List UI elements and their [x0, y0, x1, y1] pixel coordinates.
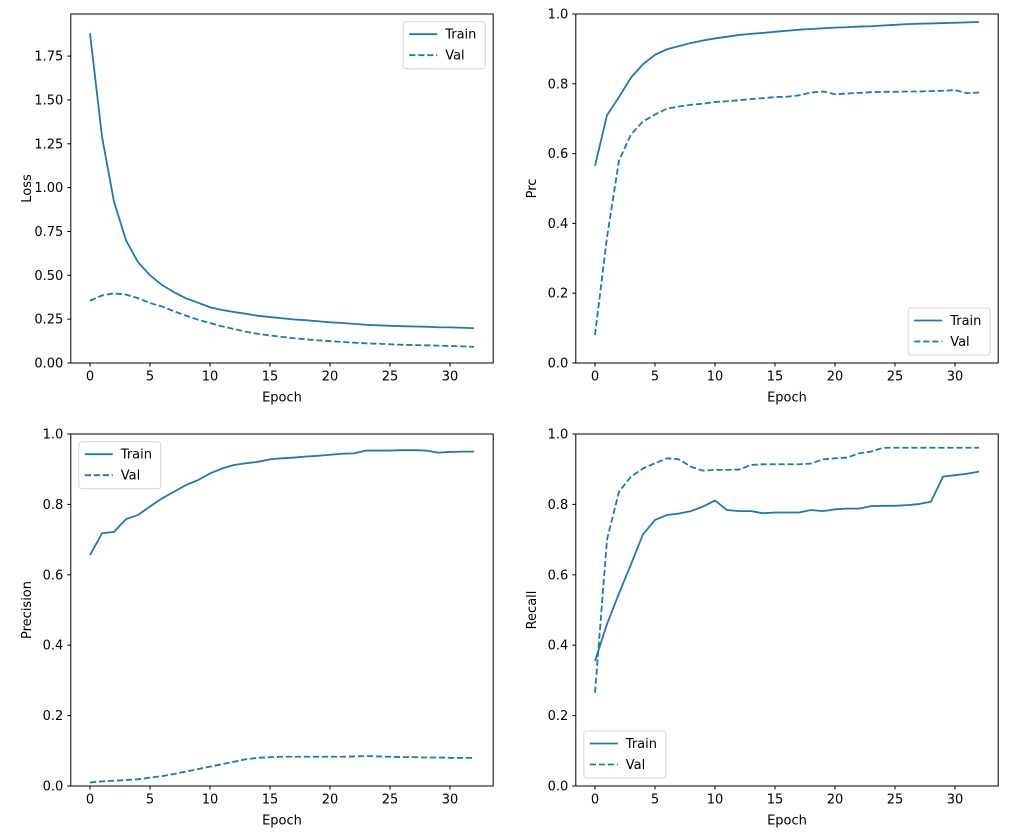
precision-xtick-label: 30 [442, 793, 459, 808]
loss-ytick-label: 1.75 [34, 50, 63, 65]
prc-legend-train-label: Train [949, 314, 981, 329]
loss-ylabel: Loss [20, 174, 35, 203]
precision-xtick-label: 10 [202, 793, 219, 808]
precision-ylabel: Precision [20, 581, 35, 639]
prc-axes-spines [575, 13, 999, 364]
prc-ytick-label: 0.6 [548, 147, 569, 162]
subplot-prc: 0 5 10 15 20 25 30 0.0 0.2 0.4 0.6 0.8 1.0 Epoch Prc Tr… [525, 8, 999, 406]
recall-xtick-label: 20 [827, 793, 844, 808]
prc-ytick-label: 1.0 [548, 8, 569, 23]
precision-xtick-label: 20 [322, 793, 339, 808]
prc-ytick-label: 0.2 [548, 287, 569, 302]
loss-train-line [89, 33, 475, 330]
precision-xlabel: Epoch [262, 814, 302, 829]
prc-xlabel: Epoch [767, 391, 807, 406]
recall-axes-spines [575, 433, 999, 787]
recall-ytick-label: 0.4 [548, 639, 569, 654]
prc-xtick-label: 10 [707, 370, 724, 385]
recall-xtick-label: 15 [767, 793, 784, 808]
prc-ylabel: Prc [525, 179, 540, 199]
loss-legend: Train Val [402, 21, 486, 70]
prc-xtick-label: 5 [651, 370, 659, 385]
recall-legend-train-label: Train [625, 737, 657, 752]
loss-xlabel: Epoch [262, 391, 302, 406]
recall-val-line [594, 446, 979, 693]
loss-xtick-label: 20 [322, 370, 339, 385]
loss-xtick-label: 30 [442, 370, 459, 385]
loss-ytick-label: 1.50 [34, 93, 63, 108]
prc-xtick-label: 0 [591, 370, 599, 385]
recall-ytick-label: 0.8 [548, 498, 569, 513]
prc-xtick-label: 15 [767, 370, 784, 385]
precision-train-line [89, 449, 474, 556]
precision-legend-train-label: Train [120, 448, 152, 463]
precision-ytick-label: 0.0 [43, 780, 64, 795]
precision-xtick-label: 0 [86, 793, 94, 808]
precision-ytick-label: 0.4 [43, 639, 64, 654]
recall-ytick-label: 0.0 [548, 780, 569, 795]
precision-xtick-label: 5 [146, 793, 154, 808]
loss-xtick-label: 5 [146, 370, 154, 385]
subplot-precision: 0 5 10 15 20 25 30 0.0 0.2 0.4 0.6 0.8 1.0 Epoch Preci… [20, 428, 494, 829]
recall-xtick-label: 5 [651, 793, 659, 808]
loss-ytick-label: 0.00 [34, 357, 63, 372]
subplot-loss: 0 5 10 15 20 25 30 0.00 0.25 0.50 0.75 1.00 1.25 1.50… [20, 13, 494, 406]
loss-ytick-label: 0.75 [34, 225, 63, 240]
loss-ytick-label: 0.50 [34, 269, 63, 284]
subplot-recall: 0 5 10 15 20 25 30 0.0 0.2 0.4 0.6 0.8 1.0 Epoch Recal… [525, 428, 999, 829]
prc-xtick-label: 20 [827, 370, 844, 385]
recall-legend: Train Val [583, 730, 667, 779]
precision-axes-spines [70, 433, 494, 787]
recall-xtick-label: 25 [887, 793, 904, 808]
prc-ytick-label: 0.4 [548, 217, 569, 232]
precision-ytick-label: 0.8 [43, 498, 64, 513]
precision-legend-val-label: Val [121, 469, 140, 484]
prc-train-line [594, 21, 980, 167]
loss-xtick-label: 25 [382, 370, 399, 385]
prc-ytick-label: 0.8 [548, 77, 569, 92]
precision-ytick-label: 0.2 [43, 709, 64, 724]
loss-legend-val-label: Val [445, 49, 464, 64]
recall-xtick-label: 0 [591, 793, 599, 808]
recall-train-line [594, 470, 980, 662]
loss-xtick-label: 10 [202, 370, 219, 385]
loss-ytick-label: 1.00 [34, 181, 63, 196]
loss-val-line [89, 292, 475, 348]
precision-val-line [89, 755, 474, 784]
loss-xtick-label: 0 [86, 370, 94, 385]
recall-ytick-label: 1.0 [548, 428, 569, 443]
recall-xlabel: Epoch [767, 814, 807, 829]
prc-ytick-label: 0.0 [548, 357, 569, 372]
recall-ytick-label: 0.2 [548, 709, 569, 724]
prc-legend: Train Val [907, 307, 991, 356]
precision-ytick-label: 1.0 [43, 428, 64, 443]
prc-val-line [594, 89, 980, 336]
loss-ytick-label: 0.25 [34, 313, 63, 328]
loss-xtick-label: 15 [262, 370, 279, 385]
precision-ytick-label: 0.6 [43, 568, 64, 583]
recall-xtick-label: 30 [947, 793, 964, 808]
recall-ylabel: Recall [525, 591, 540, 630]
precision-xtick-label: 15 [262, 793, 279, 808]
prc-xtick-label: 25 [887, 370, 904, 385]
recall-xtick-label: 10 [707, 793, 724, 808]
prc-legend-val-label: Val [950, 335, 969, 350]
recall-legend-val-label: Val [626, 758, 645, 773]
loss-axes-spines [70, 13, 494, 364]
prc-xtick-label: 30 [947, 370, 964, 385]
loss-ytick-label: 1.25 [34, 137, 63, 152]
recall-ytick-label: 0.6 [548, 568, 569, 583]
precision-legend: Train Val [78, 441, 162, 490]
loss-legend-train-label: Train [444, 28, 476, 43]
precision-xtick-label: 25 [382, 793, 399, 808]
